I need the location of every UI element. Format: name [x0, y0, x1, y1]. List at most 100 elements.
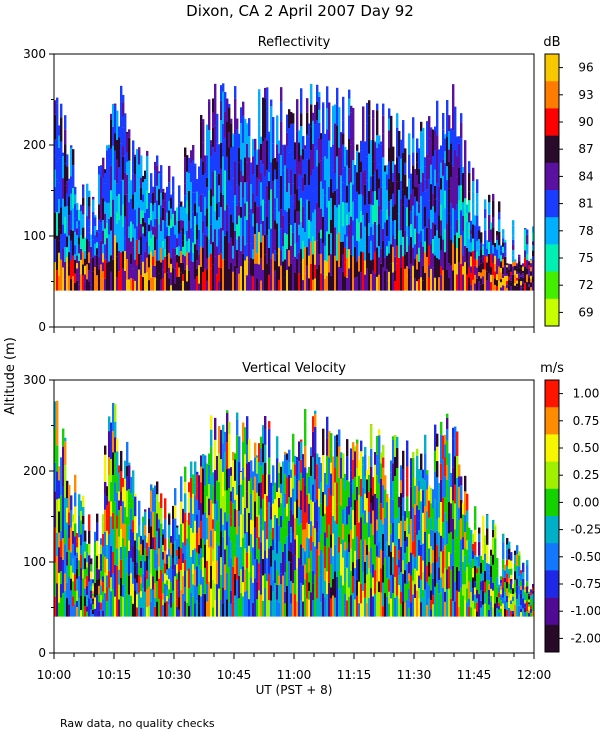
- velocity-cell: [66, 507, 69, 523]
- reflectivity-cell: [354, 181, 357, 200]
- velocity-cell: [508, 583, 511, 593]
- velocity-cell: [248, 461, 251, 481]
- reflectivity-cell: [312, 254, 315, 280]
- reflectivity-cell: [532, 232, 535, 242]
- velocity-cell: [142, 607, 145, 617]
- reflectivity-cell: [500, 267, 503, 273]
- reflectivity-cell: [168, 278, 171, 291]
- velocity-cell: [140, 560, 143, 568]
- velocity-cell: [380, 568, 383, 593]
- reflectivity-cell: [512, 262, 515, 267]
- velocity-cell: [380, 452, 383, 454]
- reflectivity-cell: [78, 253, 81, 261]
- reflectivity-cell: [310, 241, 313, 264]
- velocity-cell: [418, 469, 421, 481]
- reflectivity-cell: [136, 179, 139, 204]
- velocity-cell: [162, 544, 165, 552]
- velocity-cell: [398, 585, 401, 599]
- reflectivity-cell: [140, 224, 143, 237]
- velocity-cell: [346, 439, 349, 457]
- velocity-cell: [298, 558, 301, 588]
- velocity-cell: [504, 570, 507, 578]
- reflectivity-cell: [510, 286, 513, 291]
- reflectivity-cell: [472, 238, 475, 252]
- velocity-cell: [204, 485, 207, 513]
- velocity-cell: [156, 494, 159, 514]
- reflectivity-cell: [290, 123, 293, 151]
- reflectivity-cell: [68, 178, 71, 197]
- reflectivity-cell: [116, 277, 119, 291]
- reflectivity-cell: [148, 224, 151, 232]
- reflectivity-cell: [334, 227, 337, 256]
- reflectivity-cell: [248, 262, 251, 291]
- reflectivity-cell: [152, 234, 155, 250]
- velocity-cell: [116, 474, 119, 493]
- reflectivity-cell: [480, 284, 483, 291]
- velocity-cell: [398, 538, 401, 551]
- reflectivity-cell: [176, 276, 179, 291]
- reflectivity-cell: [362, 171, 365, 196]
- reflectivity-cell: [318, 232, 321, 255]
- reflectivity-cell: [128, 137, 131, 161]
- velocity-cell: [224, 512, 227, 531]
- velocity-cell: [322, 491, 325, 517]
- reflectivity-cell: [152, 265, 155, 277]
- reflectivity-cell: [432, 267, 435, 291]
- reflectivity-cell: [250, 162, 253, 185]
- reflectivity-cell: [418, 168, 421, 185]
- reflectivity-cell: [276, 115, 279, 145]
- velocity-cell: [532, 597, 535, 602]
- reflectivity-cell: [398, 257, 401, 291]
- reflectivity-cell: [366, 180, 369, 199]
- reflectivity-cell: [420, 258, 423, 278]
- velocity-cell: [80, 545, 83, 555]
- velocity-cell: [280, 527, 283, 543]
- velocity-cell: [298, 506, 301, 526]
- reflectivity-cell: [58, 275, 61, 291]
- reflectivity-cell: [406, 198, 409, 208]
- reflectivity-cell: [506, 267, 509, 271]
- velocity-cell: [330, 534, 333, 548]
- velocity-cell: [410, 602, 413, 617]
- reflectivity-cell: [448, 149, 451, 162]
- velocity-cell: [214, 583, 217, 601]
- velocity-cell: [232, 566, 235, 602]
- reflectivity-cell: [290, 111, 293, 124]
- reflectivity-cell: [286, 114, 289, 133]
- reflectivity-cell: [140, 177, 143, 188]
- reflectivity-cell: [104, 173, 107, 184]
- velocity-cell: [420, 602, 423, 617]
- velocity-cell: [300, 583, 303, 601]
- reflectivity-cell: [440, 189, 443, 205]
- velocity-cell: [60, 571, 63, 585]
- velocity-cell: [116, 589, 119, 617]
- reflectivity-cell: [504, 285, 507, 291]
- reflectivity-cell: [260, 172, 263, 183]
- velocity-cell: [432, 604, 435, 617]
- velocity-cell: [510, 582, 513, 590]
- reflectivity-cell: [188, 252, 191, 271]
- velocity-cell: [350, 570, 353, 596]
- reflectivity-cell: [224, 170, 227, 211]
- velocity-cell: [152, 576, 155, 590]
- reflectivity-cell: [278, 211, 281, 231]
- velocity-cell: [114, 421, 117, 438]
- velocity-cell: [106, 587, 109, 602]
- reflectivity-cell: [462, 187, 465, 203]
- reflectivity-cell: [406, 275, 409, 291]
- reflectivity-cell: [436, 258, 439, 291]
- reflectivity-cell: [248, 177, 251, 214]
- reflectivity-cell: [378, 188, 381, 206]
- velocity-cell: [524, 607, 527, 613]
- velocity-cell: [272, 527, 275, 540]
- velocity-cell: [492, 607, 495, 617]
- reflectivity-cell: [188, 173, 191, 191]
- velocity-cell: [422, 572, 425, 590]
- reflectivity-cell: [184, 157, 187, 184]
- reflectivity-cell: [526, 282, 529, 291]
- velocity-cell: [452, 539, 455, 566]
- reflectivity-cell: [386, 269, 389, 281]
- reflectivity-cell: [172, 268, 175, 291]
- velocity-cell: [440, 502, 443, 517]
- reflectivity-cell: [490, 254, 493, 268]
